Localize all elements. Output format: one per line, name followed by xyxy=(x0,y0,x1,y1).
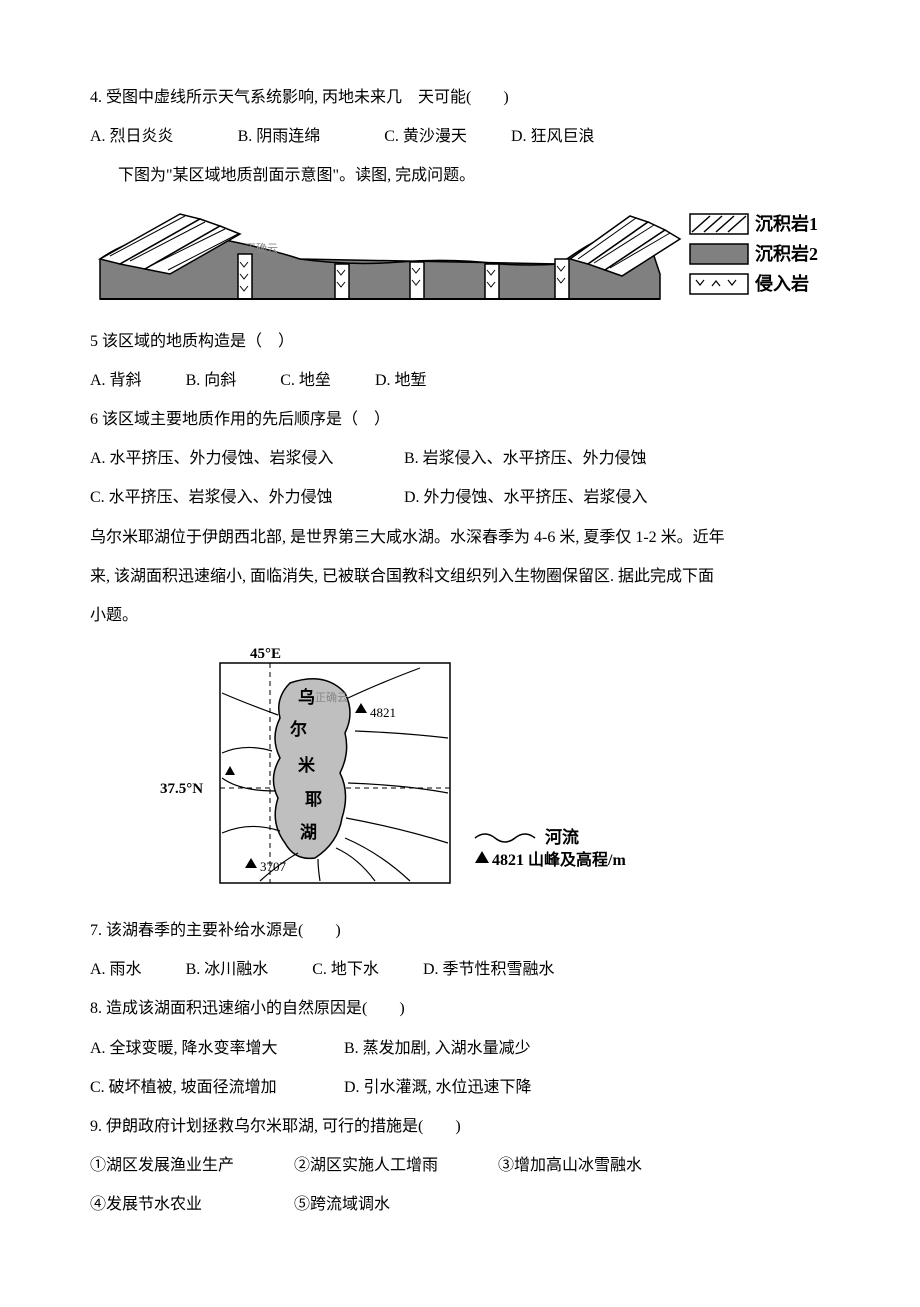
peak-4821-label: 4821 xyxy=(370,705,396,720)
q7-option-b: B. 冰川融水 xyxy=(186,952,269,987)
question-6-options-row1: A. 水平挤压、外力侵蚀、岩浆侵入 B. 岩浆侵入、水平挤压、外力侵蚀 xyxy=(90,441,830,476)
question-4-text: 4. 受图中虚线所示天气系统影响, 丙地未来几 天可能( ) xyxy=(90,80,830,115)
q9-item-1: ①湖区发展渔业生产 xyxy=(90,1148,290,1183)
q4-option-a: A. 烈日炎炎 xyxy=(90,119,174,154)
svg-text:耶: 耶 xyxy=(305,790,322,809)
fig2-legend: 河流 4821 山峰及高程/m xyxy=(475,827,626,869)
fig1-watermark: 正确云 xyxy=(245,242,278,255)
legend-peak-label: 4821 山峰及高程/m xyxy=(492,850,626,869)
legend-river-label: 河流 xyxy=(545,827,579,847)
question-6-text: 6 该区域主要地质作用的先后顺序是（ ） xyxy=(90,402,830,437)
q7-option-a: A. 雨水 xyxy=(90,952,142,987)
q9-item-4: ④发展节水农业 xyxy=(90,1187,290,1222)
q8-option-a: A. 全球变暖, 降水变率增大 xyxy=(90,1031,340,1066)
section2-intro-line1: 乌尔米耶湖位于伊朗西北部, 是世界第三大咸水湖。水深春季为 4-6 米, 夏季仅… xyxy=(90,520,830,555)
question-7-options: A. 雨水 B. 冰川融水 C. 地下水 D. 季节性积雪融水 xyxy=(90,952,830,987)
question-8-text: 8. 造成该湖面积迅速缩小的自然原因是( ) xyxy=(90,991,830,1026)
question-7-text: 7. 该湖春季的主要补给水源是( ) xyxy=(90,913,830,948)
q6-option-c: C. 水平挤压、岩浆侵入、外力侵蚀 xyxy=(90,480,400,515)
svg-text:沉积岩2: 沉积岩2 xyxy=(755,243,818,264)
q9-item-5: ⑤跨流域调水 xyxy=(294,1196,390,1213)
river-symbol-icon xyxy=(475,834,535,842)
q5-option-a: A. 背斜 xyxy=(90,363,142,398)
section2-intro-line3: 小题。 xyxy=(90,598,830,633)
section1-intro: 下图为"某区域地质剖面示意图"。读图, 完成问题。 xyxy=(90,158,830,193)
question-9-text: 9. 伊朗政府计划拯救乌尔米耶湖, 可行的措施是( ) xyxy=(90,1109,830,1144)
q7-option-c: C. 地下水 xyxy=(312,952,379,987)
question-8-options-row1: A. 全球变暖, 降水变率增大 B. 蒸发加剧, 入湖水量减少 xyxy=(90,1031,830,1066)
q4-option-b: B. 阴雨连绵 xyxy=(238,119,321,154)
peak-symbol-icon xyxy=(475,851,489,863)
fig2-lat-label: 37.5°N xyxy=(160,781,203,797)
q4-option-c: C. 黄沙漫天 xyxy=(384,119,467,154)
question-8-options-row2: C. 破坏植被, 坡面径流增加 D. 引水灌溉, 水位迅速下降 xyxy=(90,1070,830,1105)
q5-option-c: C. 地垒 xyxy=(280,363,331,398)
section2-intro-line2: 来, 该湖面积迅速缩小, 面临消失, 已被联合国教科文组织列入生物圈保留区. 据… xyxy=(90,559,830,594)
q6-option-a: A. 水平挤压、外力侵蚀、岩浆侵入 xyxy=(90,441,400,476)
question-9-items-row2: ④发展节水农业 ⑤跨流域调水 xyxy=(90,1187,830,1222)
svg-text:沉积岩1: 沉积岩1 xyxy=(755,213,818,234)
q6-option-d: D. 外力侵蚀、水平挤压、岩浆侵入 xyxy=(404,489,648,506)
fig2-watermark: 正确云 xyxy=(315,691,348,704)
svg-text:米: 米 xyxy=(298,755,316,775)
question-9-items-row1: ①湖区发展渔业生产 ②湖区实施人工增雨 ③增加高山冰雪融水 xyxy=(90,1148,830,1183)
question-5-text: 5 该区域的地质构造是（ ） xyxy=(90,324,830,359)
figure-lake-map: 45°E 37.5°N 4821 3707 乌 尔 米 耶 湖 xyxy=(150,643,830,903)
q5-option-d: D. 地堑 xyxy=(375,363,427,398)
figure-geology-crosssection: 正确云 沉积岩1 沉积岩2 侵入岩 xyxy=(90,204,830,314)
q8-option-b: B. 蒸发加剧, 入湖水量减少 xyxy=(344,1040,531,1057)
svg-text:湖: 湖 xyxy=(300,823,317,842)
svg-text:乌: 乌 xyxy=(298,687,315,707)
svg-text:侵入岩: 侵入岩 xyxy=(754,273,809,294)
q7-option-d: D. 季节性积雪融水 xyxy=(423,952,555,987)
q6-option-b: B. 岩浆侵入、水平挤压、外力侵蚀 xyxy=(404,450,647,467)
fig2-lon-label: 45°E xyxy=(250,646,281,662)
q9-item-2: ②湖区实施人工增雨 xyxy=(294,1148,494,1183)
peak-3707-label: 3707 xyxy=(260,859,287,874)
question-4-options: A. 烈日炎炎 B. 阴雨连绵 C. 黄沙漫天 D. 狂风巨浪 xyxy=(90,119,830,154)
svg-text:尔: 尔 xyxy=(290,719,307,739)
fig1-legend: 沉积岩1 沉积岩2 侵入岩 xyxy=(690,213,818,294)
question-5-options: A. 背斜 B. 向斜 C. 地垒 D. 地堑 xyxy=(90,363,830,398)
q4-option-d: D. 狂风巨浪 xyxy=(511,119,595,154)
q9-item-3: ③增加高山冰雪融水 xyxy=(498,1157,642,1174)
q8-option-d: D. 引水灌溉, 水位迅速下降 xyxy=(344,1079,532,1096)
q8-option-c: C. 破坏植被, 坡面径流增加 xyxy=(90,1070,340,1105)
q5-option-b: B. 向斜 xyxy=(186,363,237,398)
question-6-options-row2: C. 水平挤压、岩浆侵入、外力侵蚀 D. 外力侵蚀、水平挤压、岩浆侵入 xyxy=(90,480,830,515)
